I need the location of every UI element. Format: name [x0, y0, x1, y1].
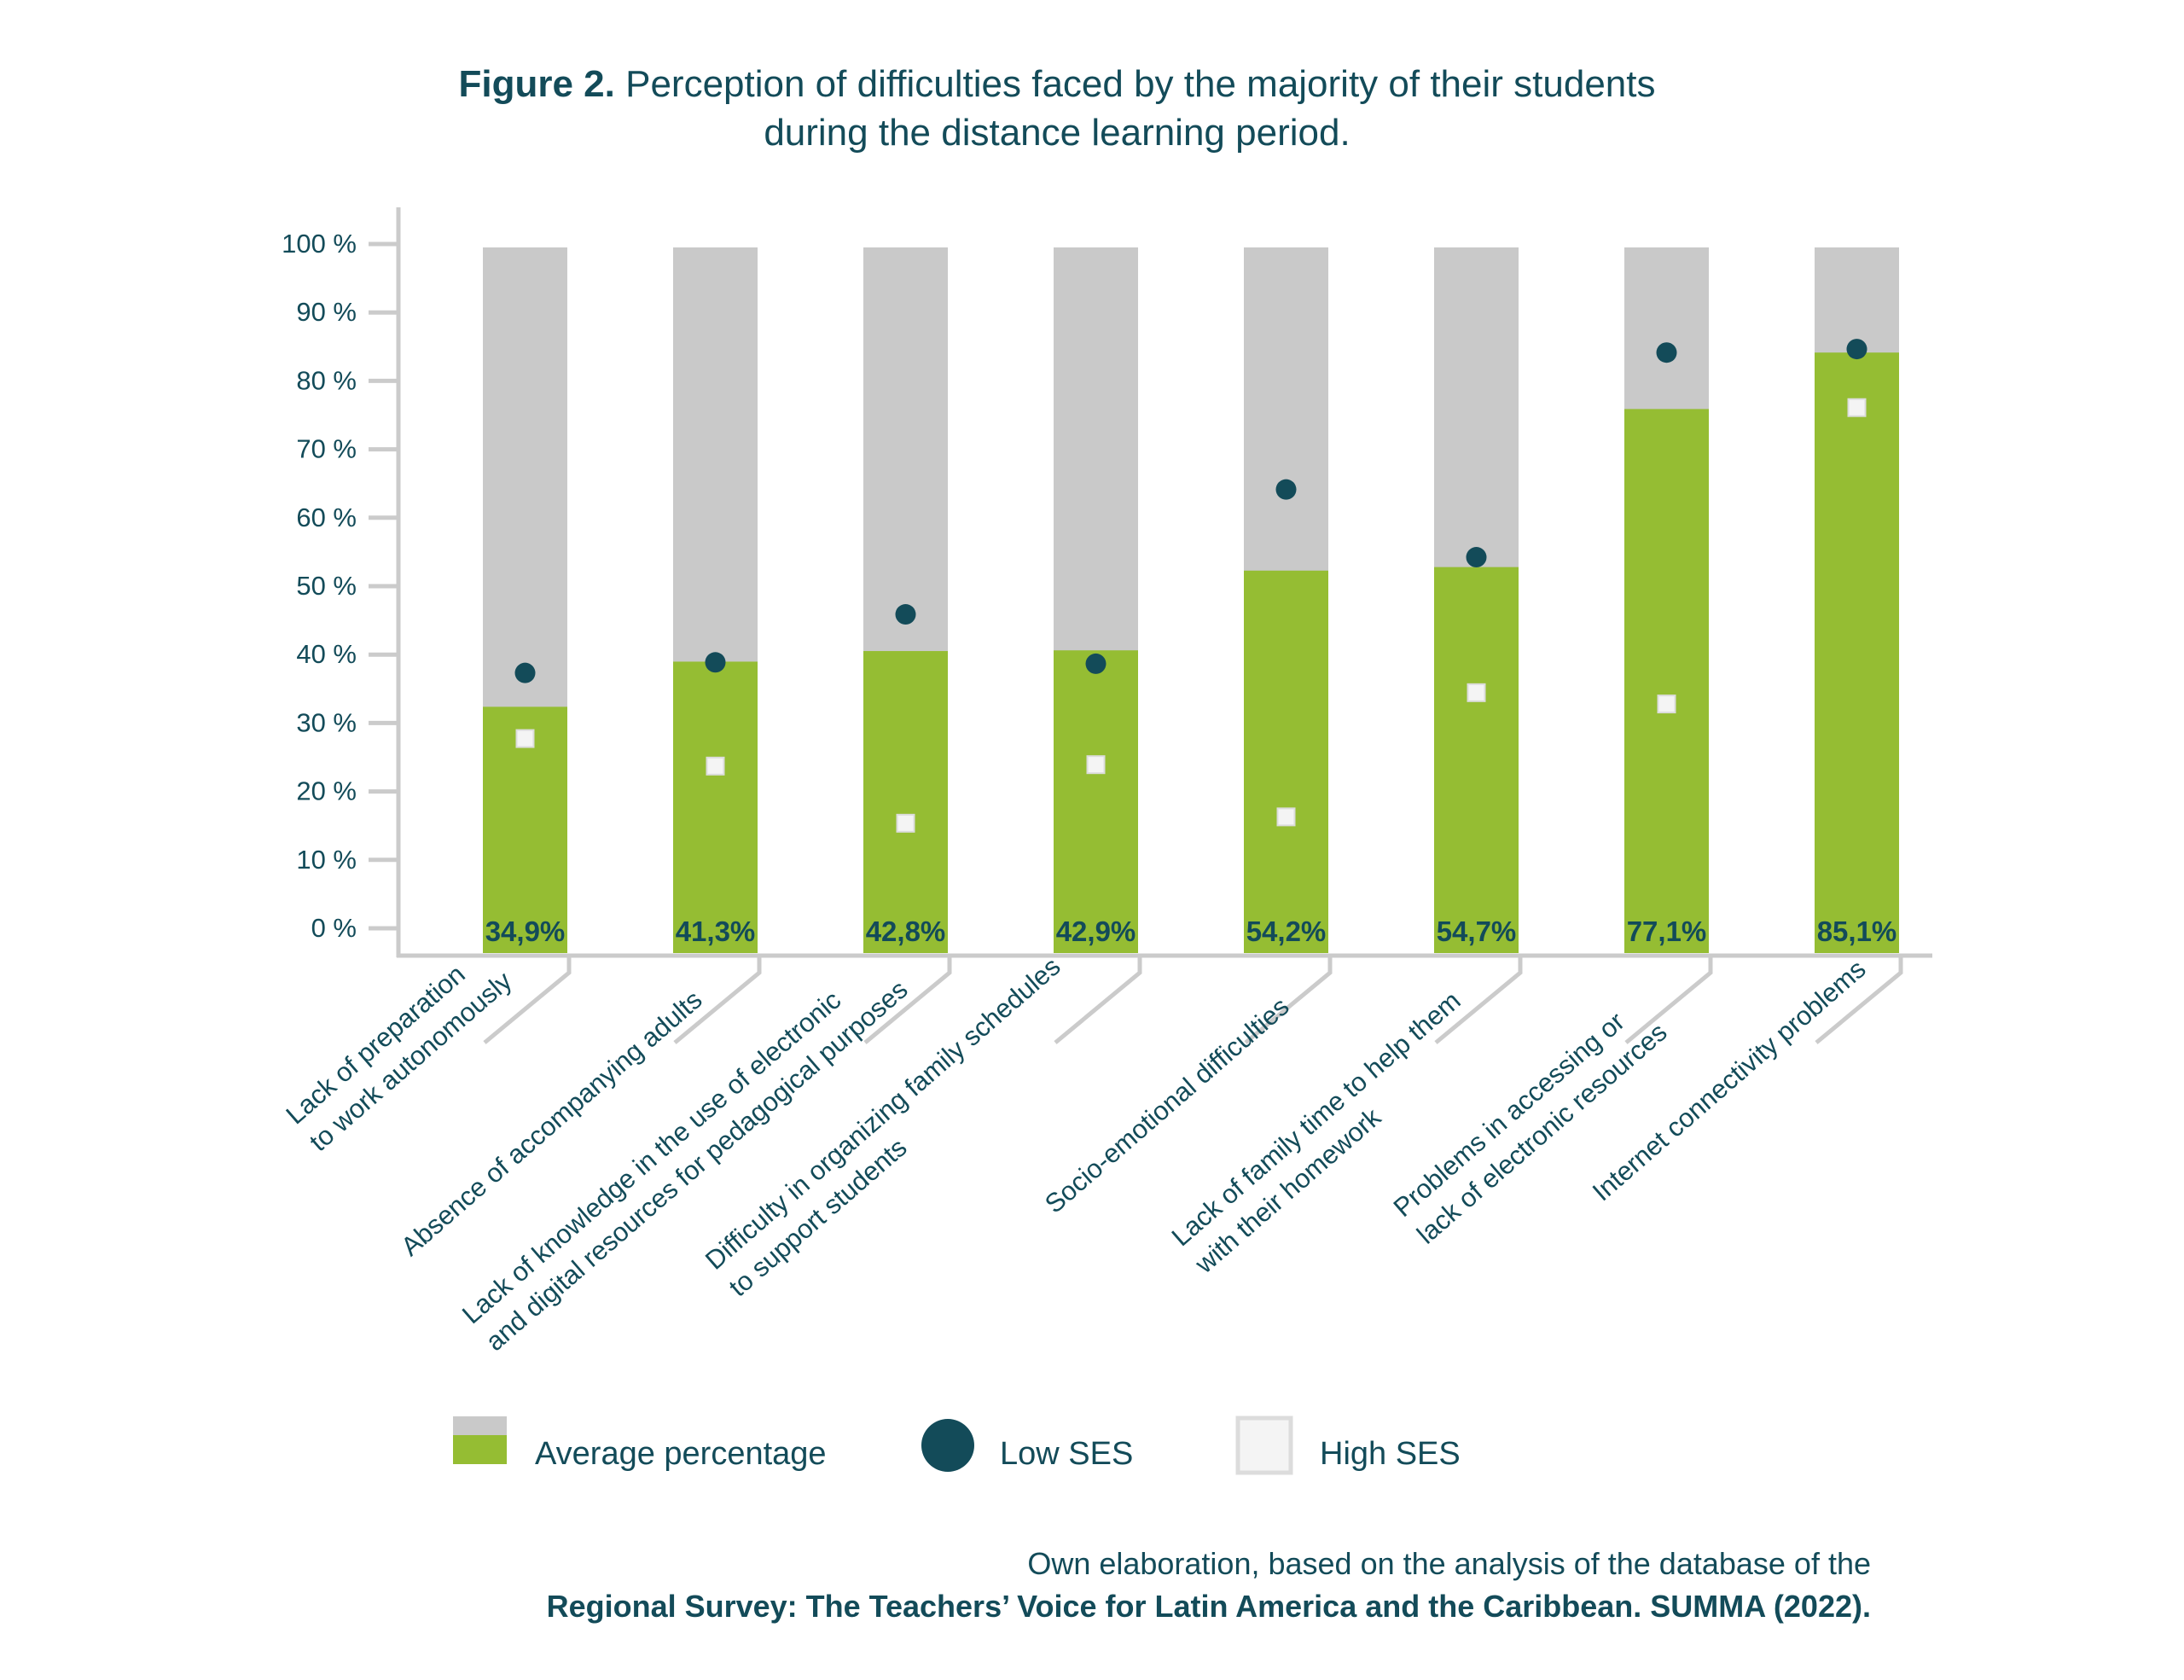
source-note-line-2: Regional Survey: The Teachers’ Voice for… — [547, 1589, 1871, 1624]
bar-group: 41,3% — [673, 247, 758, 953]
bar-average — [1434, 567, 1519, 953]
high-ses-marker — [515, 729, 535, 748]
y-tick-label: 80 % — [296, 365, 357, 395]
x-category-label-line: lack of electronic resources — [1411, 1017, 1672, 1250]
legend-item-low-ses: Low SES — [921, 1419, 1133, 1472]
bar-value-label: 34,9% — [485, 916, 566, 947]
bars: 34,9% 41,3% 42,8% 42,9% 54,2% 54,7% 77,1% 85,1% — [483, 247, 1899, 953]
bar-average — [1815, 352, 1899, 953]
figure-title-text: Perception of difficulties faced by the … — [615, 63, 1656, 105]
legend-item-average: Average percentage — [453, 1416, 827, 1472]
x-label-leader-line — [483, 956, 572, 1044]
bar-group: 77,1% — [1624, 247, 1709, 953]
bar-value-label: 77,1% — [1627, 916, 1707, 947]
y-tick-label: 0 % — [311, 913, 357, 943]
low-ses-marker — [1275, 479, 1297, 500]
bar-group: 85,1% — [1815, 247, 1899, 953]
legend-swatch-remainder — [453, 1416, 507, 1435]
y-tick-label: 40 % — [296, 639, 357, 669]
legend-square-icon — [1235, 1416, 1293, 1475]
y-tick-label: 10 % — [296, 845, 357, 875]
legend: Average percentage Low SES High SES — [453, 1416, 1461, 1475]
high-ses-marker — [1276, 807, 1296, 827]
high-ses-marker — [1086, 755, 1106, 775]
y-tick-label: 100 % — [282, 229, 357, 259]
markers — [514, 339, 1867, 833]
legend-label-average: Average percentage — [535, 1436, 827, 1472]
x-category-label-line: Internet connectivity problems — [1587, 954, 1872, 1207]
x-category-label: Internet connectivity problems — [1587, 954, 1872, 1207]
bar-value-label: 41,3% — [676, 916, 756, 947]
x-label-leader-line — [1054, 956, 1142, 1044]
bar-value-label: 54,7% — [1437, 916, 1517, 947]
low-ses-marker — [1085, 653, 1107, 674]
bar-value-label: 54,2% — [1246, 916, 1327, 947]
figure-number: Figure 2. — [459, 63, 615, 105]
bar-group: 54,2% — [1244, 247, 1328, 953]
high-ses-marker — [1657, 695, 1676, 714]
bar-average — [673, 661, 758, 953]
legend-label-low-ses: Low SES — [1000, 1436, 1133, 1472]
bar-group: 42,9% — [1054, 247, 1138, 953]
x-label-leader-line — [863, 956, 952, 1044]
y-tick-label: 20 % — [296, 776, 357, 806]
x-category-label-line: and digital resources for pedagogical pu… — [480, 974, 914, 1357]
y-tick-label: 30 % — [296, 707, 357, 737]
legend-label-high-ses: High SES — [1320, 1436, 1461, 1472]
bar-average — [1244, 570, 1328, 953]
low-ses-marker — [1846, 339, 1867, 360]
low-ses-marker — [514, 662, 536, 683]
x-label-leader-line — [1815, 956, 1903, 1044]
y-tick-label: 90 % — [296, 297, 357, 327]
x-label-leader-line — [1244, 956, 1333, 1044]
bar-average — [863, 651, 948, 953]
bar-group: 54,7% — [1434, 247, 1519, 953]
bar-group: 34,9% — [483, 247, 567, 953]
high-ses-marker — [1847, 398, 1867, 417]
legend-circle-icon — [921, 1419, 974, 1472]
low-ses-marker — [1466, 547, 1487, 568]
bar-average — [1054, 650, 1138, 953]
bar-value-label: 85,1% — [1817, 916, 1897, 947]
legend-item-high-ses: High SES — [1235, 1416, 1461, 1475]
low-ses-marker — [1656, 342, 1677, 363]
low-ses-marker — [895, 604, 916, 625]
x-label-leader-line — [1624, 956, 1713, 1044]
bar-value-label: 42,9% — [1056, 916, 1136, 947]
y-tick-label: 60 % — [296, 503, 357, 532]
low-ses-marker — [705, 652, 726, 673]
y-ticks: 0 % 10 % 20 % 30 % 40 % 50 % 60 % 70 % 80 % 90 % 1… — [282, 229, 398, 943]
high-ses-marker — [896, 813, 915, 833]
y-tick-label: 50 % — [296, 571, 357, 601]
x-label-leader-line — [1434, 956, 1523, 1044]
bar-average — [1624, 409, 1709, 953]
y-tick-label: 70 % — [296, 434, 357, 464]
source-note-line-1: Own elaboration, based on the analysis o… — [1027, 1546, 1871, 1581]
high-ses-marker — [706, 756, 725, 776]
bar-group: 42,8% — [863, 247, 948, 953]
figure-title-line-2: during the distance learning period. — [764, 112, 1350, 154]
bar-value-label: 42,8% — [866, 916, 946, 947]
high-ses-marker — [1467, 683, 1486, 702]
x-category-label-line: Lack of family time to help them — [1166, 985, 1467, 1252]
legend-swatch-average — [453, 1435, 507, 1464]
x-label-leader-line — [673, 956, 762, 1044]
axes — [396, 207, 1932, 958]
figure-title-line-1: Figure 2. Perception of difficulties fac… — [459, 63, 1656, 105]
